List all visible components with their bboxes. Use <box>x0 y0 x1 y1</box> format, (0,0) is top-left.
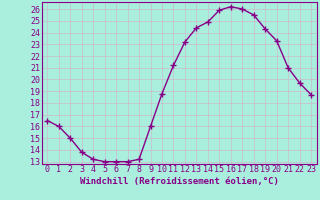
X-axis label: Windchill (Refroidissement éolien,°C): Windchill (Refroidissement éolien,°C) <box>80 177 279 186</box>
